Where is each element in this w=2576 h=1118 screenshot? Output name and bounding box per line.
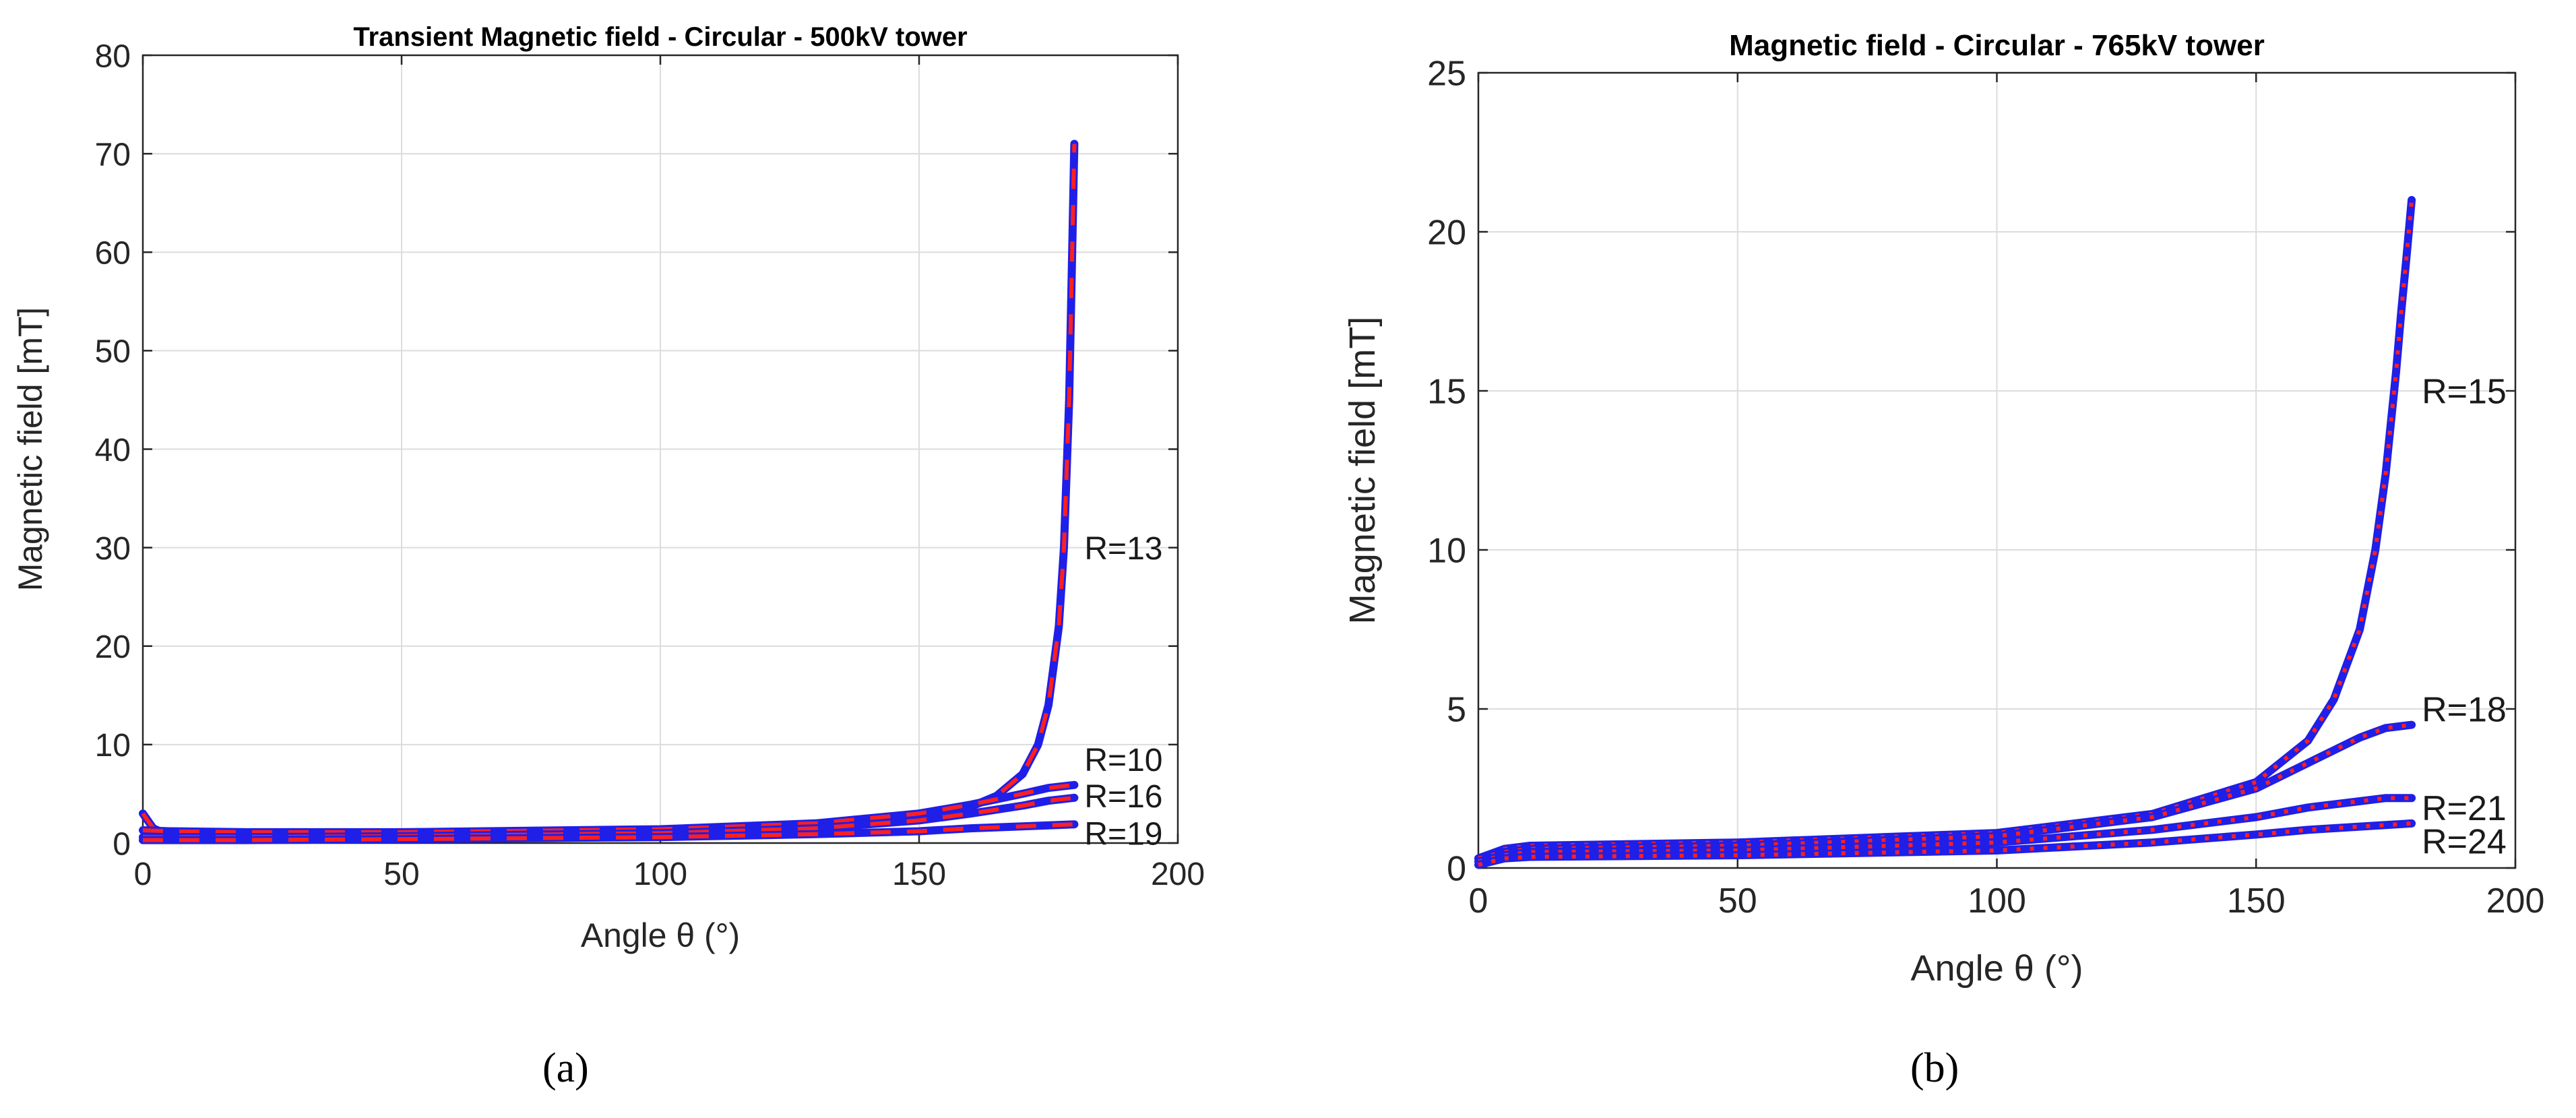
y-tick-label: 10 xyxy=(1427,532,1466,571)
chart-panel-a: 0 50 100 150 20001020304050607080R=13R=10R=1… xyxy=(11,22,1205,954)
x-tick-label: 50 xyxy=(1718,881,1757,921)
y-tick-label: 20 xyxy=(95,629,131,665)
series-label-r-10: R=10 xyxy=(1084,743,1162,778)
y-axis-label: Magnetic field [mT] xyxy=(11,307,49,592)
x-tick-label: 100 xyxy=(1968,881,2026,921)
y-tick-label: 15 xyxy=(1427,373,1466,412)
series-ref-line-r-15 xyxy=(1477,199,2414,861)
chart-title: Magnetic field - Circular - 765kV tower xyxy=(1729,29,2265,62)
y-tick-label: 5 xyxy=(1447,691,1466,730)
series-label-r-24: R=24 xyxy=(2422,823,2507,862)
series-ref-line-r-19 xyxy=(143,822,1075,842)
series-label-r-13: R=13 xyxy=(1084,531,1162,567)
y-tick-label: 0 xyxy=(1447,850,1466,889)
x-tick-label: 100 xyxy=(633,857,687,892)
y-tick-label: 60 xyxy=(95,236,131,272)
series-label-r-15: R=15 xyxy=(2422,373,2507,412)
x-tick-label: 200 xyxy=(1151,857,1205,892)
x-tick-label: 0 xyxy=(1469,881,1488,921)
x-tick-label: 0 xyxy=(134,857,152,892)
y-axis-label: Magnetic field [mT] xyxy=(1342,317,1383,625)
y-tick-label: 30 xyxy=(95,531,131,567)
x-axis-label: Angle θ (°) xyxy=(1910,948,2083,989)
y-tick-label: 70 xyxy=(95,137,131,173)
series-label-r-19: R=19 xyxy=(1084,817,1162,852)
y-tick-label: 25 xyxy=(1427,55,1466,94)
y-tick-label: 0 xyxy=(113,826,131,862)
series-label-r-21: R=21 xyxy=(2422,789,2507,828)
series-ref-line-r-21 xyxy=(1478,796,2412,864)
x-tick-label: 200 xyxy=(2486,881,2545,921)
series-ref-line-r-10 xyxy=(142,782,1075,834)
x-tick-label: 50 xyxy=(383,857,419,892)
series-label-r-16: R=16 xyxy=(1084,779,1162,815)
panel-label-b: (b) xyxy=(1910,1045,1959,1091)
y-tick-label: 20 xyxy=(1427,214,1466,253)
chart-panel-b: 0 50 100 150 200 0 5 10 15 20 25 R=15 R=18 R=21R=24 Ma… xyxy=(1342,29,2544,989)
y-tick-label: 80 xyxy=(95,38,131,74)
y-tick-label: 50 xyxy=(95,334,131,370)
series-ref-line-r-24 xyxy=(1478,821,2412,867)
series-label-r-18: R=18 xyxy=(2422,691,2507,730)
y-tick-label: 40 xyxy=(95,433,131,468)
x-axis-label: Angle θ (°) xyxy=(581,917,740,954)
x-tick-label: 150 xyxy=(2227,881,2286,921)
y-tick-label: 10 xyxy=(95,728,131,764)
panel-label-a: (a) xyxy=(542,1045,589,1091)
x-tick-label: 150 xyxy=(892,857,946,892)
chart-title: Transient Magnetic field - Circular - 50… xyxy=(353,22,967,52)
